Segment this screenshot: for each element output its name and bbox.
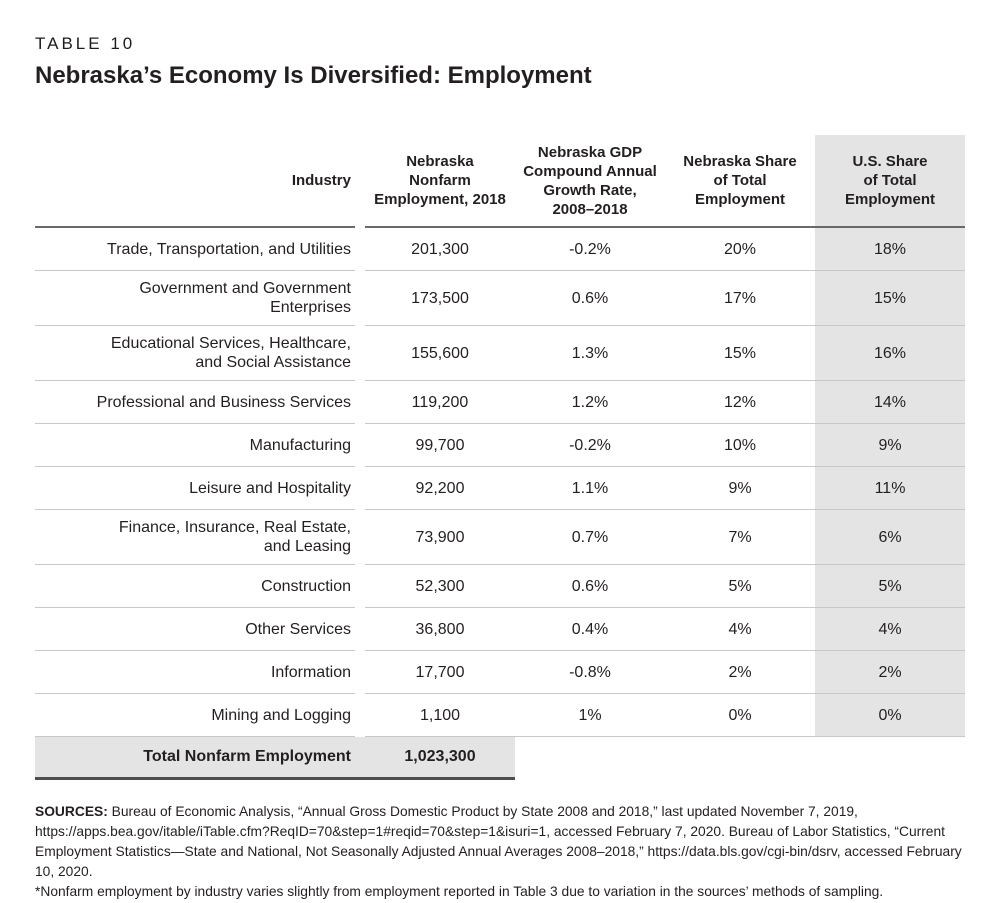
employment-cell: 99,700	[365, 424, 515, 467]
employment-cell: 1,100	[365, 694, 515, 737]
industry-cell: Finance, Insurance, Real Estate, and Lea…	[35, 510, 355, 565]
column-header-gdp-cagr: Nebraska GDP Compound Annual Growth Rate…	[515, 135, 665, 228]
employment-cell: 17,700	[365, 651, 515, 694]
us-share-cell: 18%	[815, 228, 965, 271]
column-header-industry: Industry	[35, 135, 355, 228]
ne-share-cell: 7%	[665, 510, 815, 565]
employment-cell: 92,200	[365, 467, 515, 510]
total-label: Total Nonfarm Employment	[143, 748, 351, 765]
table-row: Educational Services, Healthcare, and So…	[35, 326, 965, 381]
industry-cell: Information	[35, 651, 355, 694]
column-gap	[355, 608, 365, 651]
industry-cell: Educational Services, Healthcare, and So…	[35, 326, 355, 381]
table-row: Information 17,700 -0.8% 2% 2%	[35, 651, 965, 694]
gdp-cagr-cell: 0.6%	[515, 271, 665, 326]
gdp-cagr-cell: 1%	[515, 694, 665, 737]
sources-text: Bureau of Economic Analysis, “Annual Gro…	[35, 804, 962, 879]
table-row: Trade, Transportation, and Utilities 201…	[35, 228, 965, 271]
gdp-cagr-cell: 0.7%	[515, 510, 665, 565]
gdp-cagr-cell: -0.2%	[515, 228, 665, 271]
table-row: Government and Government Enterprises 17…	[35, 271, 965, 326]
gdp-cagr-cell: -0.8%	[515, 651, 665, 694]
table-footer: SOURCES: Bureau of Economic Analysis, “A…	[35, 802, 963, 902]
ne-share-cell: 15%	[665, 326, 815, 381]
column-gap	[355, 651, 365, 694]
industry-cell: Mining and Logging	[35, 694, 355, 737]
total-highlight-box: Total Nonfarm Employment 1,023,300	[35, 737, 515, 780]
employment-cell: 36,800	[365, 608, 515, 651]
us-share-cell: 11%	[815, 467, 965, 510]
industry-cell: Other Services	[35, 608, 355, 651]
ne-share-cell: 0%	[665, 694, 815, 737]
column-gap	[355, 228, 365, 271]
table-number-label: TABLE 10	[35, 34, 136, 53]
column-gap	[355, 694, 365, 737]
us-share-cell: 15%	[815, 271, 965, 326]
ne-share-cell: 12%	[665, 381, 815, 424]
table-row: Leisure and Hospitality 92,200 1.1% 9% 1…	[35, 467, 965, 510]
column-gap	[355, 510, 365, 565]
employment-cell: 73,900	[365, 510, 515, 565]
ne-share-cell: 5%	[665, 565, 815, 608]
industry-cell: Construction	[35, 565, 355, 608]
sources-paragraph: SOURCES: Bureau of Economic Analysis, “A…	[35, 802, 963, 882]
employment-cell: 173,500	[365, 271, 515, 326]
gdp-cagr-cell: 0.6%	[515, 565, 665, 608]
industry-cell: Professional and Business Services	[35, 381, 355, 424]
column-header-employment: Nebraska Nonfarm Employment, 2018	[365, 135, 515, 228]
industry-cell: Manufacturing	[35, 424, 355, 467]
table-row: Other Services 36,800 0.4% 4% 4%	[35, 608, 965, 651]
gdp-cagr-cell: 1.1%	[515, 467, 665, 510]
ne-share-cell: 10%	[665, 424, 815, 467]
ne-share-cell: 9%	[665, 467, 815, 510]
employment-cell: 52,300	[365, 565, 515, 608]
table-row: Finance, Insurance, Real Estate, and Lea…	[35, 510, 965, 565]
column-gap	[355, 271, 365, 326]
column-header-ne-share: Nebraska Share of Total Employment	[665, 135, 815, 228]
table-row: Manufacturing 99,700 -0.2% 10% 9%	[35, 424, 965, 467]
column-gap	[355, 424, 365, 467]
ne-share-cell: 2%	[665, 651, 815, 694]
table-header-row: Industry Nebraska Nonfarm Employment, 20…	[35, 135, 965, 228]
ne-share-cell: 20%	[665, 228, 815, 271]
employment-cell: 201,300	[365, 228, 515, 271]
us-share-cell: 16%	[815, 326, 965, 381]
industry-cell: Government and Government Enterprises	[35, 271, 355, 326]
column-gap	[355, 381, 365, 424]
industry-cell: Trade, Transportation, and Utilities	[35, 228, 355, 271]
table-row: Construction 52,300 0.6% 5% 5%	[35, 565, 965, 608]
gdp-cagr-cell: 0.4%	[515, 608, 665, 651]
gdp-cagr-cell: 1.3%	[515, 326, 665, 381]
us-share-cell: 6%	[815, 510, 965, 565]
us-share-cell: 4%	[815, 608, 965, 651]
ne-share-cell: 17%	[665, 271, 815, 326]
column-gap	[355, 135, 365, 228]
page-title: Nebraska’s Economy Is Diversified: Emplo…	[35, 62, 592, 89]
employment-cell: 119,200	[365, 381, 515, 424]
gdp-cagr-cell: -0.2%	[515, 424, 665, 467]
industry-cell: Leisure and Hospitality	[35, 467, 355, 510]
us-share-cell: 5%	[815, 565, 965, 608]
ne-share-cell: 4%	[665, 608, 815, 651]
column-header-us-share: U.S. Share of Total Employment	[815, 135, 965, 228]
employment-table: Industry Nebraska Nonfarm Employment, 20…	[35, 135, 965, 780]
column-gap	[355, 326, 365, 381]
us-share-cell: 9%	[815, 424, 965, 467]
footnote: *Nonfarm employment by industry varies s…	[35, 884, 884, 899]
column-gap	[355, 467, 365, 510]
total-row: Total Nonfarm Employment 1,023,300	[35, 737, 965, 780]
us-share-cell: 0%	[815, 694, 965, 737]
gdp-cagr-cell: 1.2%	[515, 381, 665, 424]
column-gap	[355, 565, 365, 608]
sources-label: SOURCES:	[35, 804, 108, 819]
employment-cell: 155,600	[365, 326, 515, 381]
total-value: 1,023,300	[404, 748, 476, 765]
table-row: Mining and Logging 1,100 1% 0% 0%	[35, 694, 965, 737]
us-share-cell: 2%	[815, 651, 965, 694]
table-row: Professional and Business Services 119,2…	[35, 381, 965, 424]
us-share-cell: 14%	[815, 381, 965, 424]
